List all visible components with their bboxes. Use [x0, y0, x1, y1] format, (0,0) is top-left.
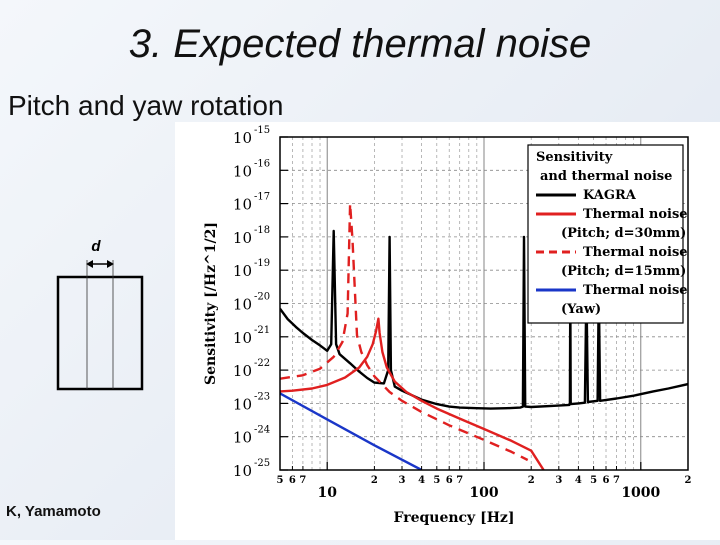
legend-label-1: Thermal noise	[583, 207, 688, 222]
chart-container: 10 -15 10 -16 10 -17 10 -18 10 -19 10 -20 10 -21 10 -22…	[175, 122, 720, 545]
series-line-2	[280, 202, 529, 462]
series-line-0	[280, 229, 688, 410]
x-tick-label-major: 10	[317, 485, 337, 501]
y-axis-label: Sensitivity [/Hz^1/2]	[203, 222, 219, 385]
x-axis-label: Frequency [Hz]	[394, 510, 515, 526]
x-tick-label-minor: 7	[613, 475, 620, 486]
x-tick-label-minor: 5	[433, 475, 440, 486]
y-tick-label: 10	[233, 229, 252, 247]
x-tick-label-minor: 4	[418, 475, 425, 486]
x-tick-label-minor: 5	[590, 475, 597, 486]
x-tick-label-minor: 6	[289, 475, 296, 486]
y-tick-exponent: -18	[254, 225, 270, 236]
legend-label-0: KAGRA	[583, 188, 637, 203]
mirror-diagram-svg: d	[56, 238, 144, 391]
y-tick-label: 10	[233, 395, 252, 413]
x-tick-label-minor: 7	[299, 475, 306, 486]
y-tick-label: 10	[233, 429, 252, 447]
chart-series	[280, 202, 688, 470]
y-tick-label: 10	[233, 296, 252, 314]
legend-label-3: Thermal noise	[583, 283, 688, 298]
legend-label-3: (Yaw)	[561, 302, 601, 317]
y-tick-exponent: -17	[254, 192, 270, 203]
x-tick-label-minor: 2	[371, 475, 378, 486]
y-tick-label: 10	[233, 129, 252, 147]
slide-title: 3. Expected thermal noise	[128, 22, 592, 66]
x-tick-label-major: 1000	[621, 485, 660, 501]
sensitivity-chart: 10-1510-1610-1710-1810-1910-2010-2110-22…	[175, 122, 720, 540]
y-tick-exponent: -24	[254, 425, 270, 436]
y-tick-exponent: -23	[254, 391, 270, 402]
y-tick-label: 10	[233, 462, 252, 480]
series-line-1	[280, 317, 545, 470]
mirror-diagram: d	[40, 225, 150, 400]
x-tick-label-minor: 5	[277, 475, 284, 486]
series-line-3	[280, 392, 423, 470]
x-tick-label-minor: 6	[446, 475, 453, 486]
x-tick-label-minor: 3	[399, 475, 406, 486]
legend-box	[527, 144, 684, 324]
legend-label-1: (Pitch; d=30mm)	[561, 226, 686, 241]
legend-title: and thermal noise	[540, 169, 672, 184]
y-tick-label: 10	[233, 329, 252, 347]
chart-ticks: 10-1510-1610-1710-1810-1910-2010-2110-22…	[233, 125, 692, 501]
credit-text: K, Yamamoto	[6, 503, 101, 520]
chart-legend: Sensitivity and thermal noise KAGRA Thermal…	[527, 144, 688, 324]
y-tick-exponent: -22	[254, 358, 270, 369]
x-tick-label-minor: 6	[603, 475, 610, 486]
legend-title: Sensitivity	[536, 150, 613, 165]
x-tick-label-minor: 4	[575, 475, 582, 486]
legend-label-2: Thermal noise	[583, 245, 688, 260]
x-tick-label-minor: 2	[528, 475, 535, 486]
x-tick-label-minor: 3	[555, 475, 562, 486]
dimension-arrow-right	[107, 260, 114, 268]
y-tick-exponent: -20	[254, 292, 270, 303]
mirror-body	[56, 275, 144, 391]
y-tick-exponent: -21	[254, 325, 270, 336]
y-tick-label: 10	[233, 362, 252, 380]
x-tick-label-minor: 7	[456, 475, 463, 486]
y-tick-label: 10	[233, 196, 252, 214]
y-tick-label: 10	[233, 262, 252, 280]
y-tick-exponent: -16	[254, 158, 270, 169]
slide-subtitle: Pitch and yaw rotation	[8, 90, 284, 121]
dimension-arrow-left	[86, 260, 93, 268]
y-tick-exponent: -15	[254, 125, 270, 136]
dimension-label: d	[91, 238, 101, 255]
y-tick-exponent: -19	[254, 258, 270, 269]
x-tick-label-major: 100	[469, 485, 498, 501]
legend-label-2: (Pitch; d=15mm)	[561, 264, 686, 279]
x-tick-label-minor: 2	[685, 475, 692, 486]
y-tick-label: 10	[233, 162, 252, 180]
y-tick-exponent: -25	[254, 458, 270, 469]
